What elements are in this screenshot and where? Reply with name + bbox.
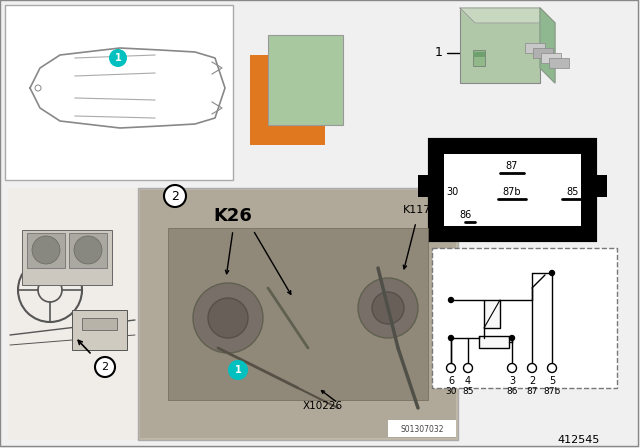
Text: 6: 6 bbox=[448, 376, 454, 386]
Circle shape bbox=[449, 297, 454, 302]
Bar bbox=[72, 310, 127, 350]
Text: 5: 5 bbox=[549, 376, 555, 386]
Text: 3: 3 bbox=[509, 376, 515, 386]
Bar bbox=[444, 154, 581, 226]
Text: 87: 87 bbox=[506, 161, 518, 171]
Text: 86: 86 bbox=[506, 388, 518, 396]
Circle shape bbox=[527, 363, 536, 372]
Circle shape bbox=[447, 363, 456, 372]
Circle shape bbox=[550, 271, 554, 276]
Text: 87b: 87b bbox=[502, 187, 522, 197]
Text: 87b: 87b bbox=[543, 388, 561, 396]
Bar bbox=[82, 318, 117, 330]
Bar bbox=[5, 185, 460, 442]
Bar bbox=[268, 35, 343, 125]
Bar bbox=[533, 48, 553, 58]
Text: 2: 2 bbox=[529, 376, 535, 386]
Bar bbox=[8, 188, 138, 440]
Text: 30: 30 bbox=[446, 187, 458, 197]
Text: 1: 1 bbox=[435, 47, 443, 60]
Circle shape bbox=[35, 85, 41, 91]
Circle shape bbox=[228, 360, 248, 380]
Bar bbox=[418, 175, 432, 197]
Bar bbox=[473, 50, 485, 66]
Text: 86: 86 bbox=[459, 210, 471, 220]
Bar bbox=[168, 228, 428, 400]
Bar bbox=[479, 336, 509, 348]
Text: 2: 2 bbox=[171, 190, 179, 202]
Bar bbox=[541, 53, 561, 63]
Bar bbox=[140, 190, 456, 438]
Circle shape bbox=[509, 336, 515, 340]
Circle shape bbox=[74, 236, 102, 264]
Circle shape bbox=[208, 298, 248, 338]
Circle shape bbox=[95, 357, 115, 377]
Polygon shape bbox=[540, 8, 555, 83]
Text: 87: 87 bbox=[526, 388, 538, 396]
Text: K117: K117 bbox=[403, 205, 431, 215]
Bar bbox=[593, 175, 607, 197]
Bar bbox=[250, 55, 325, 145]
Bar bbox=[22, 230, 112, 285]
Bar bbox=[432, 248, 617, 388]
Circle shape bbox=[358, 278, 418, 338]
Bar bbox=[27, 233, 65, 268]
Bar bbox=[388, 420, 456, 437]
Bar bbox=[5, 5, 233, 180]
Bar bbox=[69, 233, 107, 268]
Text: 1: 1 bbox=[235, 365, 241, 375]
Text: X10226: X10226 bbox=[303, 401, 343, 411]
Circle shape bbox=[449, 336, 454, 340]
Circle shape bbox=[164, 185, 186, 207]
Text: 1: 1 bbox=[115, 53, 122, 63]
Text: K26: K26 bbox=[213, 207, 252, 225]
Bar bbox=[484, 300, 500, 328]
Polygon shape bbox=[460, 8, 555, 23]
Circle shape bbox=[32, 236, 60, 264]
Bar bbox=[525, 43, 545, 53]
Bar bbox=[549, 58, 569, 68]
Text: 4: 4 bbox=[465, 376, 471, 386]
Text: 2: 2 bbox=[101, 362, 109, 372]
Circle shape bbox=[372, 292, 404, 324]
Text: 412545: 412545 bbox=[557, 435, 600, 445]
Bar bbox=[473, 52, 485, 57]
Text: 85: 85 bbox=[567, 187, 579, 197]
Text: 85: 85 bbox=[462, 388, 474, 396]
Bar bbox=[430, 140, 595, 240]
Circle shape bbox=[508, 363, 516, 372]
Circle shape bbox=[463, 363, 472, 372]
Text: 30: 30 bbox=[445, 388, 457, 396]
Text: S01307032: S01307032 bbox=[400, 425, 444, 434]
Circle shape bbox=[547, 363, 557, 372]
Circle shape bbox=[109, 49, 127, 67]
Circle shape bbox=[193, 283, 263, 353]
Bar bbox=[460, 8, 540, 83]
Bar bbox=[138, 188, 458, 440]
